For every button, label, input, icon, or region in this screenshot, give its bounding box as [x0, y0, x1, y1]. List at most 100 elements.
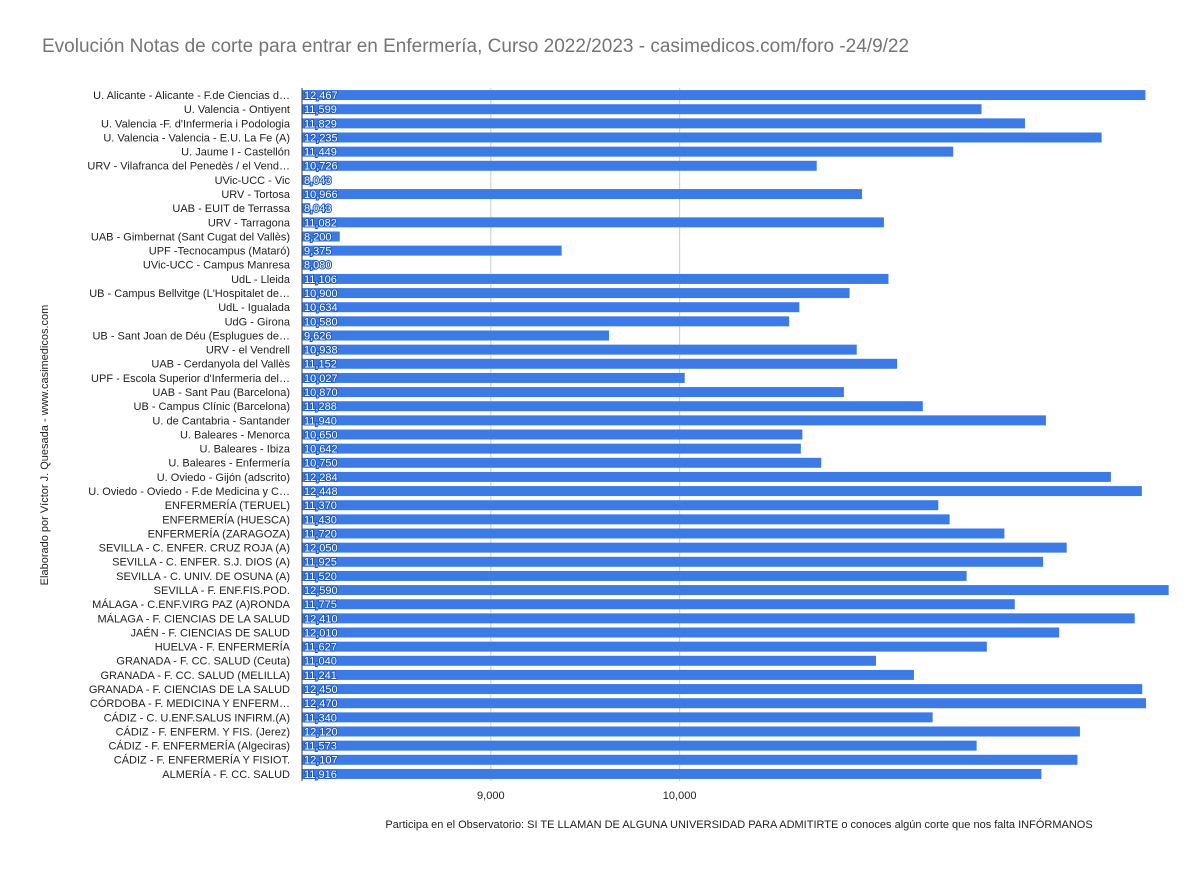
- bar: [302, 514, 950, 525]
- value-label: 12,107: [304, 755, 338, 767]
- value-label: 12,467: [304, 90, 338, 102]
- y-tick-label: U. de Cantabria - Santander: [152, 415, 290, 427]
- bar: [302, 302, 800, 313]
- bar: [302, 132, 1102, 143]
- y-tick-label: MÁLAGA - F. CIENCIAS DE LA SALUD: [97, 612, 290, 625]
- value-label: 10,966: [304, 189, 338, 201]
- value-label: 8,080: [304, 260, 332, 272]
- bar: [302, 387, 844, 398]
- y-tick-label: U. Baleares - Ibiza: [200, 444, 291, 456]
- bar: [302, 726, 1080, 737]
- bar: [302, 217, 884, 228]
- y-tick-label: UdL - Lleida: [231, 274, 291, 286]
- value-label: 11,241: [304, 670, 337, 682]
- value-label: 12,590: [304, 585, 338, 597]
- bar: [302, 613, 1135, 624]
- bar: [302, 471, 1111, 482]
- value-label: 9,626: [304, 330, 332, 342]
- y-tick-label: ENFERMERÍA (TERUEL): [165, 499, 290, 512]
- y-tick-label: ENFERMERÍA (HUESCA): [162, 513, 290, 526]
- value-label: 11,916: [304, 769, 337, 781]
- value-label: 11,152: [304, 359, 337, 371]
- bar: [302, 358, 898, 369]
- y-tick-label: UPF - Escola Superior d'Infermeria del…: [91, 373, 290, 385]
- y-tick-label: ENFERMERÍA (ZARAGOZA): [148, 527, 290, 540]
- bar: [302, 288, 850, 299]
- value-label: 10,938: [304, 345, 338, 357]
- y-tick-label: URV - Tortosa: [221, 189, 291, 201]
- value-label: 11,627: [304, 642, 337, 654]
- bar: [302, 231, 340, 242]
- y-tick-label: UPF -Tecnocampus (Mataró): [149, 246, 290, 258]
- y-tick-label: UB - Sant Joan de Déu (Esplugues de…: [92, 330, 290, 342]
- value-label: 9,375: [304, 246, 332, 258]
- y-tick-label: SEVILLA - C. UNIV. DE OSUNA (A): [116, 571, 290, 583]
- bar: [302, 401, 923, 412]
- y-tick-label: U. Baleares - Enfermería: [168, 458, 291, 470]
- bar: [302, 768, 1042, 779]
- value-label: 10,650: [304, 429, 338, 441]
- y-tick-label: UAB - Cerdanyola del Vallès: [151, 359, 290, 371]
- y-tick-label: U. Valencia -F. d'Infermeria i Podologia: [101, 118, 291, 130]
- bar: [302, 189, 863, 200]
- value-label: 11,106: [304, 274, 337, 286]
- y-tick-label: U. Valencia - Valencia - E.U. La Fe (A): [103, 132, 290, 144]
- value-label: 12,050: [304, 543, 338, 555]
- y-tick-label: UB - Campus Bellvitge (L'Hospitalet de…: [89, 288, 290, 300]
- bar: [302, 655, 877, 666]
- value-label: 12,284: [304, 472, 338, 484]
- x-tick-label: 9,000: [477, 790, 505, 802]
- y-tick-label: U. Oviedo - Oviedo - F.de Medicina y C…: [88, 486, 290, 498]
- bar: [302, 160, 817, 171]
- y-tick-label: UAB - Gimbernat (Sant Cugat del Vallès): [91, 231, 290, 243]
- bar: [302, 556, 1044, 567]
- value-label: 11,288: [304, 401, 337, 413]
- y-tick-label: CÁDIZ - F. ENFERM. Y FIS. (Jerez): [116, 725, 290, 738]
- y-tick-label: U. Baleares - Menorca: [180, 429, 291, 441]
- value-label: 10,870: [304, 387, 338, 399]
- y-tick-label: ALMERÍA - F. CC. SALUD: [162, 768, 290, 781]
- value-label: 8,043: [304, 203, 332, 215]
- bar: [302, 316, 790, 327]
- y-tick-label: U. Valencia - Ontiyent: [184, 104, 290, 116]
- value-label: 11,370: [304, 500, 337, 512]
- bar: [302, 203, 311, 214]
- bar: [302, 273, 889, 284]
- bar: [302, 669, 914, 680]
- y-tick-label: U. Jaume I - Castellón: [181, 147, 290, 159]
- chart-title: Evolución Notas de corte para entrar en …: [42, 36, 909, 57]
- y-tick-label: GRANADA - F. CC. SALUD (MELILLA): [101, 670, 291, 682]
- value-label: 12,470: [304, 698, 338, 710]
- bar: [302, 259, 318, 270]
- bar: [302, 344, 857, 355]
- bar: [302, 712, 933, 723]
- value-label: 11,940: [304, 415, 337, 427]
- bar: [302, 740, 977, 751]
- y-tick-label: UAB - EUIT de Terrassa: [172, 203, 290, 215]
- y-axis-title: Elaborado por Víctor J. Quesada - www.ca…: [39, 305, 51, 586]
- value-label: 11,082: [304, 217, 337, 229]
- value-label: 11,430: [304, 514, 337, 526]
- bar: [302, 486, 1142, 497]
- value-label: 11,040: [304, 656, 337, 668]
- value-label: 11,449: [304, 147, 337, 159]
- y-tick-label: UdG - Girona: [225, 316, 291, 328]
- value-label: 12,448: [304, 486, 338, 498]
- y-tick-label: URV - Vilafranca del Penedès / el Vend…: [87, 161, 290, 173]
- bar: [302, 415, 1046, 426]
- value-label: 12,450: [304, 684, 338, 696]
- value-label: 11,599: [304, 104, 337, 116]
- bar: [302, 570, 967, 581]
- y-tick-label: URV - el Vendrell: [206, 345, 290, 357]
- value-label: 10,580: [304, 316, 338, 328]
- value-label: 8,200: [304, 231, 332, 243]
- value-label: 10,634: [304, 302, 338, 314]
- bar: [302, 542, 1067, 553]
- bar: [302, 457, 822, 468]
- y-tick-label: URV - Tarragona: [208, 217, 291, 229]
- bar: [302, 641, 987, 652]
- bar: [302, 372, 685, 383]
- bar: [302, 528, 1005, 539]
- y-tick-label: UAB - Sant Pau (Barcelona): [152, 387, 290, 399]
